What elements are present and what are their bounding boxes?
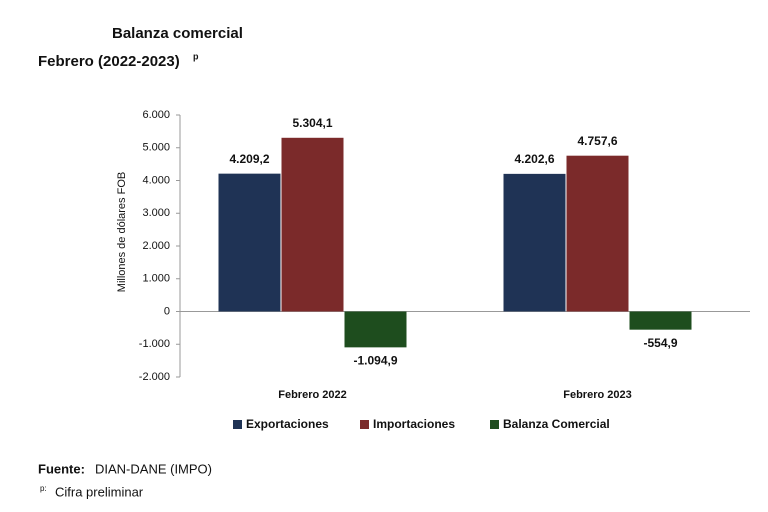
legend-label: Balanza Comercial: [503, 417, 610, 431]
value-label: 4.202,6: [514, 152, 554, 166]
x-tick-label: Febrero 2023: [563, 389, 631, 401]
subtitle-note: p: [193, 51, 199, 61]
bar: [503, 173, 566, 312]
y-tick-label: 5.000: [142, 142, 170, 154]
value-label: -554,9: [643, 336, 677, 350]
legend-swatch: [233, 420, 242, 429]
x-tick-label: Febrero 2022: [278, 389, 346, 401]
value-label: -1.094,9: [353, 354, 397, 368]
legend-label: Importaciones: [373, 417, 455, 431]
bar: [281, 137, 344, 312]
source-label: Fuente:: [38, 461, 85, 476]
bar: [218, 173, 281, 312]
y-tick-label: 2.000: [142, 240, 170, 252]
y-tick-label: 3.000: [142, 207, 170, 219]
y-tick-label: 1.000: [142, 273, 170, 285]
value-label: 5.304,1: [292, 116, 332, 130]
note: Cifra preliminar: [55, 484, 144, 499]
y-tick-label: 6.000: [142, 109, 170, 121]
value-label: 4.209,2: [229, 152, 269, 166]
value-label: 4.757,6: [577, 134, 617, 148]
legend-swatch: [360, 420, 369, 429]
legend-swatch: [490, 420, 499, 429]
y-axis-label: Millones de dólares FOB: [116, 172, 128, 292]
legend-label: Exportaciones: [246, 417, 329, 431]
y-tick-label: -2.000: [139, 371, 170, 383]
y-tick-label: 4.000: [142, 174, 170, 186]
chart-title: Balanza comercial: [112, 25, 243, 42]
source: DIAN-DANE (IMPO): [95, 461, 212, 476]
bar: [344, 311, 407, 348]
y-tick-label: -1.000: [139, 338, 170, 350]
note-mark: p:: [40, 484, 47, 493]
bar: [566, 155, 629, 312]
chart-subtitle: Febrero (2022-2023): [38, 53, 180, 70]
y-tick-label: 0: [164, 305, 170, 317]
bar: [629, 311, 692, 330]
